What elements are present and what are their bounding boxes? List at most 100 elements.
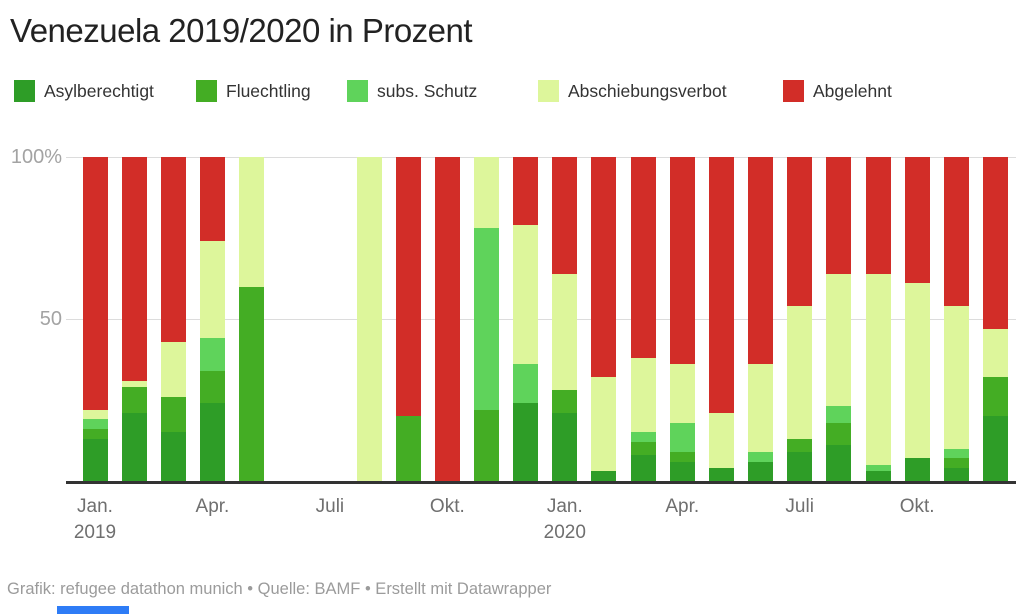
bar-segment-okt-2020-abgelehnt[interactable] <box>904 157 930 284</box>
bar-segment-mai-2020-abschiebungsverbot[interactable] <box>708 412 734 469</box>
bar-segment-nov-2019-subs-schutz[interactable] <box>474 228 499 410</box>
bar-segment-feb-2019-abschiebungsverbot[interactable] <box>121 380 147 388</box>
bar-segment-apr-2019-fluechtling[interactable] <box>199 370 225 404</box>
bar-segment-apr-2019-abschiebungsverbot[interactable] <box>199 241 225 339</box>
bar-segment-mai-2019-abschiebungsverbot[interactable] <box>239 157 265 287</box>
bar-segment-sep-2019-abgelehnt[interactable] <box>395 157 421 417</box>
bar-segment-jan-2019-abschiebungsverbot[interactable] <box>82 409 108 420</box>
bar-segment-aug-2020-fluechtling[interactable] <box>826 422 852 446</box>
legend-label: Asylberechtigt <box>44 80 154 101</box>
bar-segment-mär-2019-abgelehnt[interactable] <box>160 157 186 342</box>
x-tick-label: Jan. <box>77 496 113 517</box>
bar-segment-dez-2019-abschiebungsverbot[interactable] <box>513 225 539 365</box>
bar-segment-jul-2020-abgelehnt[interactable] <box>787 157 813 307</box>
bar-segment-nov-2020-asylberechtigt[interactable] <box>943 468 969 481</box>
bar-segment-mär-2019-asylberechtigt[interactable] <box>160 432 186 481</box>
bar-segment-jan-2020-asylberechtigt[interactable] <box>552 412 578 481</box>
bar-segment-jun-2020-abschiebungsverbot[interactable] <box>748 364 774 452</box>
x-tick-label: Apr. <box>195 496 230 517</box>
bar-segment-mär-2020-fluechtling[interactable] <box>630 442 656 456</box>
legend-swatch-icon <box>783 80 804 102</box>
bar-segment-sep-2020-subs-schutz[interactable] <box>865 464 891 472</box>
bar-segment-mär-2020-asylberechtigt[interactable] <box>630 455 656 481</box>
legend-item-abgelehnt: Abgelehnt <box>783 80 892 102</box>
bar-segment-feb-2019-asylberechtigt[interactable] <box>121 412 147 481</box>
bar-segment-nov-2020-subs-schutz[interactable] <box>943 448 969 459</box>
bar-segment-feb-2019-abgelehnt[interactable] <box>121 157 147 381</box>
bar-segment-jan-2019-fluechtling[interactable] <box>82 429 108 439</box>
legend-label: Abgelehnt <box>813 80 892 101</box>
bar-segment-mai-2019-fluechtling[interactable] <box>239 286 265 481</box>
bar-segment-dez-2020-abgelehnt[interactable] <box>982 157 1008 329</box>
bar-segment-jan-2020-fluechtling[interactable] <box>552 390 578 413</box>
bar-segment-feb-2020-abgelehnt[interactable] <box>591 157 617 378</box>
legend: Asylberechtigt Fluechtling subs. Schutz … <box>0 80 1023 104</box>
bar-segment-nov-2019-abschiebungsverbot[interactable] <box>474 157 499 229</box>
bar-segment-feb-2020-asylberechtigt[interactable] <box>591 471 617 481</box>
bar-segment-apr-2020-abgelehnt[interactable] <box>669 157 695 365</box>
bar-segment-sep-2019-fluechtling[interactable] <box>395 416 421 481</box>
bar-segment-dez-2019-abgelehnt[interactable] <box>513 157 539 226</box>
bar-segment-jun-2020-asylberechtigt[interactable] <box>748 461 774 481</box>
bar-segment-jun-2020-abgelehnt[interactable] <box>748 157 774 365</box>
bar-segment-feb-2019-fluechtling[interactable] <box>121 387 147 413</box>
bar-segment-apr-2020-asylberechtigt[interactable] <box>669 461 695 481</box>
bar-segment-feb-2020-abschiebungsverbot[interactable] <box>591 377 617 472</box>
gridline-50 <box>66 319 1016 320</box>
bar-segment-aug-2020-subs-schutz[interactable] <box>826 406 852 423</box>
bar-segment-apr-2019-asylberechtigt[interactable] <box>199 403 225 481</box>
x-tick-label: Okt. <box>429 496 465 517</box>
bar-segment-nov-2020-fluechtling[interactable] <box>943 458 969 469</box>
bar-segment-sep-2020-abgelehnt[interactable] <box>865 157 891 274</box>
legend-swatch-icon <box>347 80 368 102</box>
bar-segment-dez-2020-abschiebungsverbot[interactable] <box>982 328 1008 378</box>
bar-segment-sep-2020-asylberechtigt[interactable] <box>865 471 891 481</box>
bar-segment-mär-2020-abgelehnt[interactable] <box>630 157 656 358</box>
bar-segment-jan-2019-abgelehnt[interactable] <box>82 157 108 410</box>
bar-segment-jan-2019-subs-schutz[interactable] <box>82 419 108 430</box>
clipped-blue-element[interactable] <box>57 606 129 614</box>
bar-segment-okt-2020-asylberechtigt[interactable] <box>904 458 930 481</box>
bar-segment-okt-2020-abschiebungsverbot[interactable] <box>904 283 930 459</box>
bar-segment-mär-2020-subs-schutz[interactable] <box>630 432 656 443</box>
x-tick-label: Okt. <box>899 496 935 517</box>
bar-segment-jan-2019-asylberechtigt[interactable] <box>82 438 108 481</box>
bar-segment-sep-2020-abschiebungsverbot[interactable] <box>865 273 891 465</box>
bar-segment-mai-2020-abgelehnt[interactable] <box>708 157 734 413</box>
bar-segment-okt-2019-abgelehnt[interactable] <box>434 157 460 481</box>
bar-segment-dez-2020-fluechtling[interactable] <box>982 377 1008 417</box>
bar-segment-jan-2020-abgelehnt[interactable] <box>552 157 578 274</box>
bar-segment-mai-2020-asylberechtigt[interactable] <box>708 468 734 481</box>
bar-segment-jan-2020-abschiebungsverbot[interactable] <box>552 273 578 391</box>
legend-swatch-icon <box>538 80 559 102</box>
bar-segment-mär-2020-abschiebungsverbot[interactable] <box>630 357 656 433</box>
bar-segment-nov-2020-abschiebungsverbot[interactable] <box>943 306 969 449</box>
x-tick-year-label: 2019 <box>73 522 117 543</box>
bar-segment-jul-2020-abschiebungsverbot[interactable] <box>787 306 813 439</box>
bar-segment-aug-2020-asylberechtigt[interactable] <box>826 445 852 481</box>
bar-segment-aug-2020-abgelehnt[interactable] <box>826 157 852 274</box>
bar-segment-apr-2020-subs-schutz[interactable] <box>669 422 695 452</box>
x-tick-year-label: 2020 <box>543 522 586 543</box>
bar-segment-aug-2020-abschiebungsverbot[interactable] <box>826 273 852 407</box>
bar-segment-mär-2019-fluechtling[interactable] <box>160 396 186 433</box>
bar-segment-jun-2020-subs-schutz[interactable] <box>748 451 774 462</box>
bar-segment-apr-2019-abgelehnt[interactable] <box>199 157 225 242</box>
x-axis-baseline <box>66 481 1016 484</box>
bar-segment-aug-2019-abschiebungsverbot[interactable] <box>356 157 382 481</box>
bar-segment-nov-2019-fluechtling[interactable] <box>474 409 499 481</box>
bar-segment-jul-2020-asylberechtigt[interactable] <box>787 451 813 481</box>
bar-segment-jul-2020-fluechtling[interactable] <box>787 438 813 452</box>
bar-segment-apr-2020-abschiebungsverbot[interactable] <box>669 364 695 423</box>
bar-segment-apr-2020-fluechtling[interactable] <box>669 451 695 462</box>
x-tick-label: Juli <box>785 496 814 517</box>
x-tick-label: Jan. <box>546 496 583 517</box>
y-axis-label-100: 100% <box>10 146 62 168</box>
bar-segment-dez-2019-subs-schutz[interactable] <box>513 364 539 404</box>
bar-segment-dez-2019-asylberechtigt[interactable] <box>513 403 539 481</box>
bar-segment-apr-2019-subs-schutz[interactable] <box>199 338 225 371</box>
bar-segment-dez-2020-asylberechtigt[interactable] <box>982 416 1008 481</box>
bar-segment-nov-2020-abgelehnt[interactable] <box>943 157 969 307</box>
bar-segment-mär-2019-abschiebungsverbot[interactable] <box>160 341 186 397</box>
